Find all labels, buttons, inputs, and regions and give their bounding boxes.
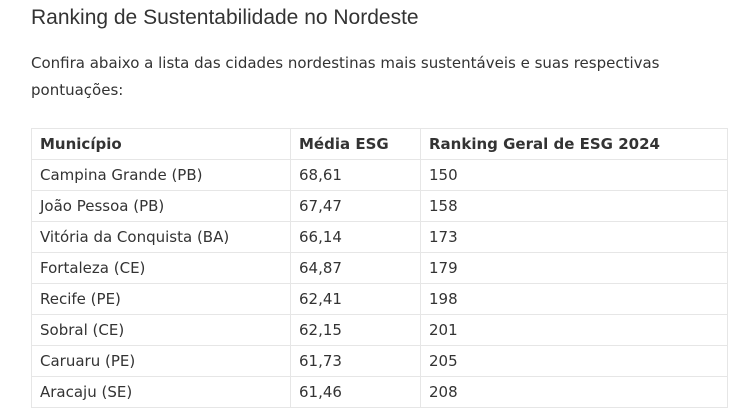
- cell-ranking: 198: [420, 283, 728, 315]
- cell-municipio: Vitória da Conquista (BA): [31, 221, 291, 253]
- cell-media-esg: 66,14: [290, 221, 421, 253]
- cell-ranking: 158: [420, 190, 728, 222]
- cell-media-esg: 67,47: [290, 190, 421, 222]
- table-row: Caruaru (PE) 61,73 205: [31, 345, 728, 377]
- cell-media-esg: 62,15: [290, 314, 421, 346]
- header-media-esg: Média ESG: [290, 128, 421, 160]
- cell-media-esg: 61,46: [290, 376, 421, 408]
- header-municipio: Município: [31, 128, 291, 160]
- cell-municipio: Recife (PE): [31, 283, 291, 315]
- cell-ranking: 179: [420, 252, 728, 284]
- cell-media-esg: 64,87: [290, 252, 421, 284]
- table-row: Sobral (CE) 62,15 201: [31, 314, 728, 346]
- cell-media-esg: 61,73: [290, 345, 421, 377]
- table-header-row: Município Média ESG Ranking Geral de ESG…: [31, 128, 728, 160]
- ranking-table: Município Média ESG Ranking Geral de ESG…: [31, 128, 728, 408]
- cell-ranking: 201: [420, 314, 728, 346]
- cell-municipio: Fortaleza (CE): [31, 252, 291, 284]
- table-row: Fortaleza (CE) 64,87 179: [31, 252, 728, 284]
- table-row: João Pessoa (PB) 67,47 158: [31, 190, 728, 222]
- intro-paragraph: Confira abaixo a lista das cidades norde…: [31, 54, 660, 99]
- table-row: Recife (PE) 62,41 198: [31, 283, 728, 315]
- table-row: Campina Grande (PB) 68,61 150: [31, 159, 728, 191]
- table-row: Aracaju (SE) 61,46 208: [31, 376, 728, 408]
- cell-municipio: Aracaju (SE): [31, 376, 291, 408]
- page-title: Ranking de Sustentabilidade no Nordeste: [31, 6, 419, 29]
- cell-municipio: João Pessoa (PB): [31, 190, 291, 222]
- cell-ranking: 208: [420, 376, 728, 408]
- cell-media-esg: 62,41: [290, 283, 421, 315]
- cell-media-esg: 68,61: [290, 159, 421, 191]
- cell-municipio: Caruaru (PE): [31, 345, 291, 377]
- table-row: Vitória da Conquista (BA) 66,14 173: [31, 221, 728, 253]
- cell-municipio: Sobral (CE): [31, 314, 291, 346]
- cell-ranking: 205: [420, 345, 728, 377]
- header-ranking-geral: Ranking Geral de ESG 2024: [420, 128, 728, 160]
- cell-ranking: 150: [420, 159, 728, 191]
- cell-municipio: Campina Grande (PB): [31, 159, 291, 191]
- cell-ranking: 173: [420, 221, 728, 253]
